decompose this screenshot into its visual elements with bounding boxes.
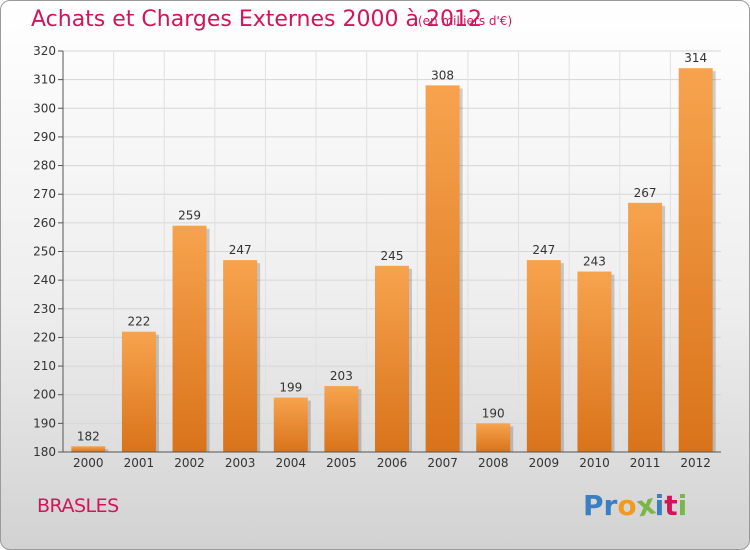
commune-name: BRASLES	[37, 495, 119, 517]
logo-letter: P	[583, 489, 604, 522]
bar-2009	[526, 260, 561, 452]
data-label: 199	[279, 381, 302, 395]
x-tick-label: 2011	[630, 456, 661, 470]
logo-letter: o	[617, 489, 637, 522]
proxiti-logo: Proxiti	[583, 487, 688, 523]
bar-2001	[121, 331, 156, 452]
y-tick-label: 300	[33, 101, 56, 115]
data-label: 190	[482, 406, 505, 420]
chart-subtitle: (en milliers d'€)	[418, 14, 513, 28]
x-tick-label: 2002	[174, 456, 205, 470]
y-tick-label: 310	[33, 73, 56, 87]
y-tick-label: 190	[33, 416, 56, 430]
bar-2005	[324, 386, 359, 452]
data-label: 203	[330, 369, 353, 383]
logo-letter: t	[664, 489, 678, 522]
x-tick-label: 2006	[377, 456, 408, 470]
bar-2010	[577, 271, 612, 452]
y-tick-label: 230	[33, 302, 56, 316]
x-tick-label: 2004	[275, 456, 306, 470]
data-label: 243	[583, 255, 606, 269]
y-tick-label: 210	[33, 359, 56, 373]
y-tick-label: 250	[33, 245, 56, 259]
bar-2003	[223, 260, 258, 452]
data-label: 247	[229, 243, 252, 257]
y-tick-label: 260	[33, 216, 56, 230]
y-tick-label: 270	[33, 187, 56, 201]
bar-2006	[375, 265, 409, 452]
data-label: 267	[634, 186, 657, 200]
x-tick-label: 2012	[680, 456, 711, 470]
logo-letter: i	[677, 489, 688, 522]
y-tick-label: 180	[33, 445, 56, 459]
y-tick-label: 280	[33, 159, 56, 173]
y-tick-label: 240	[33, 273, 56, 287]
bar-2007	[425, 85, 460, 452]
x-tick-label: 2007	[427, 456, 458, 470]
y-tick-label: 220	[33, 330, 56, 344]
chart-title: Achats et Charges Externes 2000 à 2012	[31, 7, 482, 32]
data-label: 314	[684, 51, 707, 65]
bar-2000	[71, 446, 106, 452]
bar-2002	[172, 225, 207, 452]
x-tick-label: 2005	[326, 456, 357, 470]
x-tick-label: 2001	[124, 456, 155, 470]
x-tick-label: 2008	[478, 456, 509, 470]
logo-letter: r	[603, 489, 618, 522]
data-label: 182	[77, 429, 100, 443]
bar-2012	[678, 68, 713, 452]
data-label: 308	[431, 68, 454, 82]
bar-2004	[273, 397, 308, 452]
data-label: 245	[381, 249, 404, 263]
data-label: 247	[532, 243, 555, 257]
logo-letter: i	[654, 489, 665, 522]
bar-2011	[628, 202, 663, 452]
x-tick-label: 2010	[579, 456, 610, 470]
y-tick-label: 290	[33, 130, 56, 144]
x-tick-label: 2000	[73, 456, 104, 470]
data-label: 222	[127, 315, 150, 329]
bar-2008	[476, 423, 511, 452]
y-tick-label: 200	[33, 388, 56, 402]
x-tick-label: 2003	[225, 456, 256, 470]
y-tick-label: 320	[33, 44, 56, 58]
data-label: 259	[178, 209, 201, 223]
x-tick-label: 2009	[529, 456, 560, 470]
